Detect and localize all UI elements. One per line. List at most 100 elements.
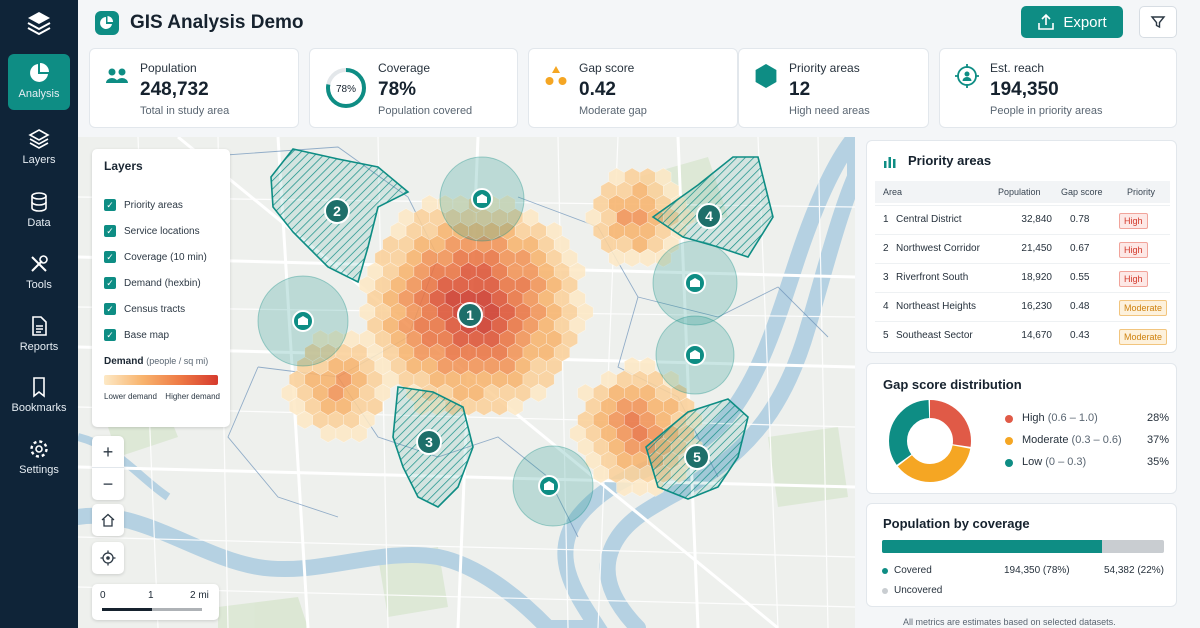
priority-area-marker-2[interactable]: 2 <box>324 198 350 224</box>
nav-bookmarks[interactable]: Bookmarks <box>8 368 70 424</box>
nav-reports[interactable]: Reports <box>8 307 70 363</box>
building-icon <box>298 316 308 325</box>
kpi-label: Population <box>140 61 197 75</box>
col-priority: Priority <box>1127 187 1156 197</box>
layer-label: Base map <box>124 329 170 341</box>
kpi-sub: High need areas <box>789 105 870 117</box>
app-icon <box>95 11 119 35</box>
filter-button[interactable] <box>1139 6 1177 38</box>
kpi-value: 12 <box>789 79 811 100</box>
nav-label: Data <box>27 217 51 229</box>
locate-button[interactable] <box>92 542 124 574</box>
kpi-label: Coverage <box>378 61 431 75</box>
home-button[interactable] <box>92 504 124 536</box>
checkbox-checked-icon[interactable]: ✓ <box>104 199 116 211</box>
row-number: 5 <box>883 330 889 341</box>
table-row[interactable]: 1 Central District 32,840 0.78 High <box>875 205 1170 234</box>
service-location-marker[interactable] <box>684 344 706 366</box>
export-button[interactable]: Export <box>1021 6 1123 38</box>
nav-tools[interactable]: Tools <box>8 245 70 301</box>
priority-areas-panel: Priority areas Area Population Gap score… <box>866 140 1177 353</box>
demand-hex <box>507 397 524 416</box>
table-row[interactable]: 4 Northeast Heights 16,230 0.48 Moderate <box>875 292 1170 321</box>
gap-legend-row: Moderate (0.3 – 0.6) 37% <box>1005 433 1169 449</box>
zoom-in-button[interactable]: + <box>92 436 124 468</box>
service-location-marker[interactable] <box>471 188 493 210</box>
service-location-marker[interactable] <box>292 310 314 332</box>
map-canvas[interactable]: 1 2 3 4 5 Layers ✓ Priority areas ✓ Service lo… <box>78 137 855 628</box>
checkbox-checked-icon[interactable]: ✓ <box>104 251 116 263</box>
footnote: All metrics are estimates based on selec… <box>903 617 1116 627</box>
pie-chart-icon <box>30 63 49 82</box>
legend-dot <box>1005 437 1013 445</box>
scale-tick: 0 <box>100 590 106 601</box>
legend-title-text: Demand <box>104 356 144 367</box>
scale-tick: 1 <box>148 590 154 601</box>
building-icon <box>544 481 554 490</box>
coverage-ring-label: 78% <box>336 84 356 95</box>
pie-chart-icon <box>100 16 114 29</box>
kpi-value: 78% <box>378 79 417 100</box>
donut-slice-moderate <box>889 400 971 482</box>
layer-toggle-census-tracts[interactable]: ✓ Census tracts <box>104 301 185 317</box>
nav-layers[interactable]: Layers <box>8 120 70 176</box>
kpi-priority: Priority areas 12 High need areas <box>738 48 929 128</box>
row-area: Northeast Heights <box>896 301 977 312</box>
legend-dot <box>882 568 888 574</box>
people-icon <box>106 68 128 83</box>
checkbox-checked-icon[interactable]: ✓ <box>104 329 116 341</box>
zoom-out-button[interactable]: − <box>102 474 114 494</box>
sidebar: Analysis Layers Data Tools Reports Bookm… <box>0 0 78 628</box>
layer-toggle-priority-areas[interactable]: ✓ Priority areas <box>104 197 183 213</box>
nav-analysis[interactable]: Analysis <box>8 54 70 110</box>
priority-area-marker-1[interactable]: 1 <box>457 302 483 328</box>
nav-label: Bookmarks <box>11 402 67 414</box>
priority-area-number: 4 <box>705 208 713 224</box>
layer-toggle-base-map[interactable]: ✓ Base map <box>104 327 169 343</box>
service-location-marker[interactable] <box>538 475 560 497</box>
layer-toggle-service-locations[interactable]: ✓ Service locations <box>104 223 200 239</box>
priority-area-marker-5[interactable]: 5 <box>684 444 710 470</box>
nav-label: Tools <box>26 279 52 291</box>
row-gap: 0.67 <box>1070 243 1090 254</box>
row-population: 18,920 <box>1021 272 1052 283</box>
layers-icon <box>28 129 50 149</box>
checkbox-checked-icon[interactable]: ✓ <box>104 277 116 289</box>
nav-data[interactable]: Data <box>8 183 70 239</box>
nav-label: Analysis <box>18 88 60 100</box>
priority-area-marker-3[interactable]: 3 <box>416 429 442 455</box>
gap-class-pct: 35% <box>1146 456 1169 468</box>
kpi-sub: Total in study area <box>140 105 230 117</box>
layer-label: Priority areas <box>124 199 183 211</box>
priority-area-number: 1 <box>466 307 474 323</box>
table-row[interactable]: 2 Northwest Corridor 21,450 0.67 High <box>875 234 1170 263</box>
coverage-bar-fill <box>882 540 1102 553</box>
nav-settings[interactable]: Settings <box>8 430 70 486</box>
table-row[interactable]: 3 Riverfront South 18,920 0.55 High <box>875 263 1170 292</box>
coverage-label: Uncovered <box>894 585 943 596</box>
row-number: 2 <box>883 243 889 254</box>
kpi-sub: Moderate gap <box>579 105 647 117</box>
service-location-marker[interactable] <box>684 272 706 294</box>
gap-distribution-title: Gap score distribution <box>883 377 1022 392</box>
checkbox-checked-icon[interactable]: ✓ <box>104 303 116 315</box>
building-icon <box>690 350 700 359</box>
demand-hex <box>655 248 672 268</box>
col-population: Population <box>998 187 1041 197</box>
gap-class-pct: 28% <box>1146 412 1169 424</box>
table-row[interactable]: 5 Southeast Sector 14,670 0.43 Moderate <box>875 321 1170 350</box>
building-icon <box>690 278 700 287</box>
gap-distribution-panel: Gap score distribution High (0.6 – 1.0) 2… <box>866 363 1177 494</box>
kpi-value: 194,350 <box>990 79 1059 100</box>
layer-toggle-coverage[interactable]: ✓ Coverage (10 min) <box>104 249 207 265</box>
legend-high-label: Higher demand <box>165 392 220 401</box>
donut-slice-high <box>889 400 971 482</box>
layer-toggle-demand[interactable]: ✓ Demand (hexbin) <box>104 275 201 291</box>
priority-badge: High <box>1119 242 1148 258</box>
checkbox-checked-icon[interactable]: ✓ <box>104 225 116 237</box>
priority-area-marker-4[interactable]: 4 <box>696 203 722 229</box>
crosshair-icon <box>100 550 116 566</box>
row-area: Central District <box>896 214 962 225</box>
page-title: GIS Analysis Demo <box>130 12 304 33</box>
target-person-icon <box>955 64 979 88</box>
